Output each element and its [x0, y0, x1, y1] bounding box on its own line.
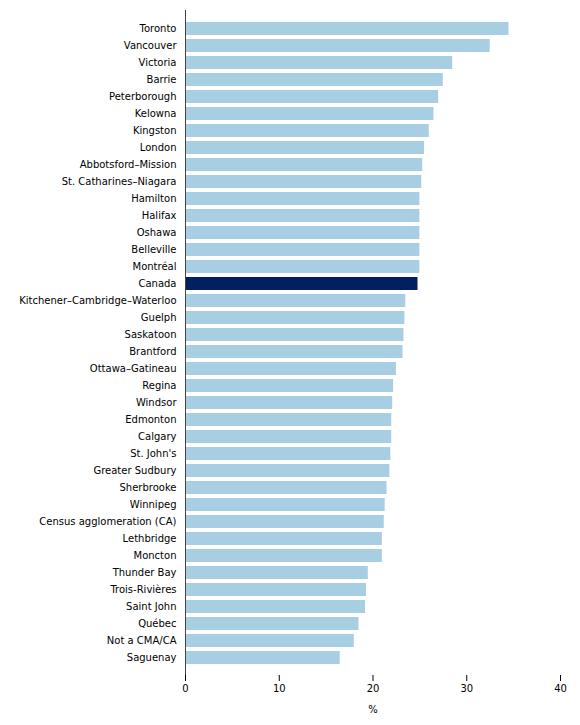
- svg-text:Guelph: Guelph: [141, 312, 177, 323]
- svg-text:Kitchener–Cambridge–Waterloo: Kitchener–Cambridge–Waterloo: [19, 295, 176, 306]
- svg-text:Québec: Québec: [138, 618, 176, 629]
- svg-text:Edmonton: Edmonton: [125, 414, 176, 425]
- svg-text:Vancouver: Vancouver: [124, 40, 178, 51]
- svg-text:Trois-Rivières: Trois-Rivières: [109, 584, 176, 595]
- svg-text:Belleville: Belleville: [131, 244, 176, 255]
- svg-text:Kingston: Kingston: [133, 125, 177, 136]
- svg-text:Not a CMA/CA: Not a CMA/CA: [107, 635, 177, 646]
- svg-text:10: 10: [273, 683, 286, 694]
- svg-text:0: 0: [182, 683, 188, 694]
- svg-text:Abbotsford–Mission: Abbotsford–Mission: [80, 159, 177, 170]
- svg-text:Saskatoon: Saskatoon: [125, 329, 177, 340]
- svg-text:Thunder Bay: Thunder Bay: [112, 567, 177, 578]
- svg-text:Saguenay: Saguenay: [127, 652, 177, 663]
- svg-text:Oshawa: Oshawa: [137, 227, 177, 238]
- svg-text:Lethbridge: Lethbridge: [123, 533, 177, 544]
- svg-text:Census agglomeration (CA): Census agglomeration (CA): [39, 516, 176, 527]
- svg-text:20: 20: [367, 683, 380, 694]
- svg-text:Regina: Regina: [142, 380, 176, 391]
- svg-text:Greater Sudbury: Greater Sudbury: [93, 465, 176, 476]
- svg-text:Kelowna: Kelowna: [135, 108, 177, 119]
- svg-text:Brantford: Brantford: [129, 346, 176, 357]
- svg-text:Saint John: Saint John: [126, 601, 176, 612]
- svg-text:London: London: [140, 142, 177, 153]
- svg-text:Windsor: Windsor: [136, 397, 177, 408]
- svg-text:Canada: Canada: [138, 278, 176, 289]
- svg-text:Peterborough: Peterborough: [109, 91, 177, 102]
- svg-text:Calgary: Calgary: [138, 431, 176, 442]
- svg-text:%: %: [368, 704, 378, 715]
- svg-text:St. John's: St. John's: [130, 448, 176, 459]
- svg-text:Halifax: Halifax: [142, 210, 177, 221]
- svg-text:40: 40: [554, 683, 567, 694]
- svg-text:St. Catharines–Niagara: St. Catharines–Niagara: [62, 176, 177, 187]
- svg-text:Montréal: Montréal: [133, 261, 177, 272]
- svg-text:Sherbrooke: Sherbrooke: [119, 482, 176, 493]
- svg-text:Ottawa–Gatineau: Ottawa–Gatineau: [90, 363, 177, 374]
- svg-text:Toronto: Toronto: [139, 23, 177, 34]
- svg-text:Winnipeg: Winnipeg: [130, 499, 177, 510]
- svg-text:Hamilton: Hamilton: [131, 193, 176, 204]
- svg-text:Barrie: Barrie: [147, 74, 177, 85]
- svg-text:30: 30: [460, 683, 473, 694]
- svg-text:Moncton: Moncton: [134, 550, 177, 561]
- svg-text:Victoria: Victoria: [139, 57, 177, 68]
